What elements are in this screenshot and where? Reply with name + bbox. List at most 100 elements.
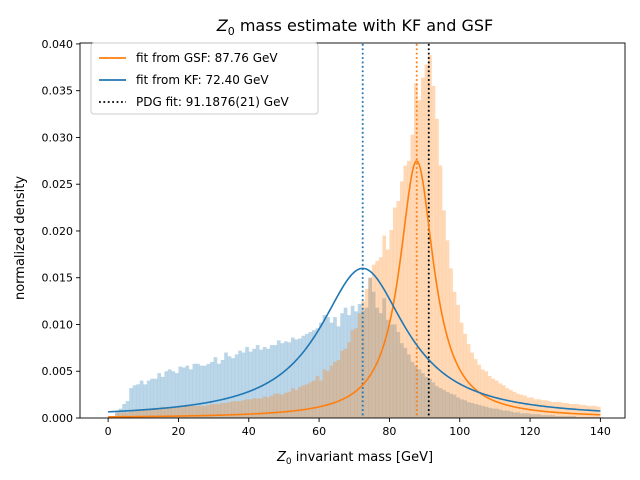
histogram-bar (470, 403, 474, 418)
histogram-bar (403, 165, 408, 418)
histogram-bar (431, 86, 436, 419)
histogram-bar (558, 416, 562, 418)
legend-label: PDG fit: 91.1876(21) GeV (136, 95, 289, 109)
histogram-bar (421, 373, 425, 418)
histogram-bar (326, 371, 330, 418)
histogram-bar (371, 264, 376, 418)
histogram-bar (424, 376, 429, 418)
histogram-bar (410, 361, 415, 418)
histogram-bar (407, 160, 411, 418)
histogram-bar (294, 389, 299, 418)
histogram-bar (340, 350, 344, 418)
histogram-bar (143, 384, 147, 418)
histogram-bar (167, 369, 172, 418)
histogram-bar (164, 371, 169, 418)
histogram-bar (252, 348, 256, 418)
histogram-bar (596, 406, 601, 418)
histogram-bar (494, 408, 499, 418)
histogram-bar (224, 403, 228, 418)
histogram-bar (153, 378, 158, 418)
histogram-bar (189, 369, 193, 418)
histogram-bar (526, 397, 531, 418)
histogram-bar (385, 319, 390, 418)
histogram-bar (305, 384, 309, 418)
histogram-bar (259, 349, 263, 418)
y-tick-label: 0.005 (42, 365, 74, 378)
histogram-bar (375, 260, 380, 418)
histogram-bar (537, 414, 541, 418)
histogram-bar (262, 346, 267, 418)
histogram-bar (354, 328, 358, 418)
histogram-bar (364, 307, 369, 418)
histogram-bar (301, 335, 306, 418)
histogram-bar (501, 385, 506, 418)
histogram-bar (262, 396, 267, 418)
x-tick-label: 20 (171, 425, 185, 438)
histogram-bar (354, 311, 358, 418)
histogram-bar (213, 357, 218, 418)
histogram-bar (347, 342, 351, 418)
histogram-bar (203, 365, 207, 418)
histogram-bar (368, 277, 372, 418)
histogram-bar (252, 398, 256, 418)
histogram-bar (371, 291, 376, 418)
histogram-bar (245, 346, 249, 418)
histogram-bar (593, 405, 598, 418)
histogram-bar (445, 391, 450, 418)
histogram-bar (157, 373, 162, 418)
histogram-bar (512, 412, 517, 418)
histogram-bar (217, 363, 221, 418)
histogram-bar (392, 207, 397, 418)
histogram-bar (255, 345, 260, 418)
histogram-bar (530, 397, 534, 418)
histogram-bar (245, 399, 249, 418)
histogram-bar (565, 416, 569, 418)
histogram-bar (516, 393, 520, 418)
histogram-bar (283, 341, 288, 418)
histogram-bar (396, 201, 401, 418)
histogram-bars (115, 55, 601, 419)
axes (79, 42, 626, 419)
histogram-bar (526, 413, 531, 418)
histogram-bar (185, 365, 190, 418)
fit-curves (108, 160, 601, 418)
histogram-bar (129, 388, 133, 418)
histogram-bar (498, 409, 503, 418)
histogram-bar (473, 403, 478, 418)
chart-title: Z0 mass estimate with KF and GSF (216, 16, 493, 38)
histogram-bar (586, 417, 590, 418)
x-tick-label: 120 (520, 425, 541, 438)
histogram-bar (132, 411, 137, 418)
histogram-bar (125, 412, 130, 418)
histogram-bar (544, 415, 548, 418)
histogram-bar (575, 403, 580, 418)
histogram-bar (266, 348, 271, 418)
histogram-bar (589, 405, 594, 418)
histogram-bar (343, 307, 348, 418)
histogram-bar (473, 359, 478, 418)
histogram-bar (241, 352, 246, 418)
histogram-bar (389, 230, 394, 418)
histogram-bar (378, 257, 383, 418)
y-tick-label: 0.020 (42, 225, 74, 238)
histogram-bar (442, 389, 446, 418)
histogram-bar (132, 385, 137, 418)
histogram-bar (452, 394, 457, 418)
series-kf-bars (115, 277, 601, 418)
histogram-bar (122, 412, 126, 418)
histogram-bar (185, 405, 190, 418)
histogram-bar (287, 391, 292, 418)
histogram-bar (480, 405, 485, 418)
histogram-bar (551, 415, 555, 418)
histogram-bar (178, 366, 183, 418)
histogram-bar (533, 414, 538, 418)
histogram-bar (203, 405, 207, 418)
plot-frame (79, 42, 626, 419)
histogram-bar (533, 399, 538, 418)
histogram-bar (445, 240, 450, 418)
histogram-bar (452, 291, 457, 418)
histogram-bar (382, 298, 387, 418)
histogram-bar (199, 365, 204, 418)
histogram-bar (512, 391, 517, 418)
